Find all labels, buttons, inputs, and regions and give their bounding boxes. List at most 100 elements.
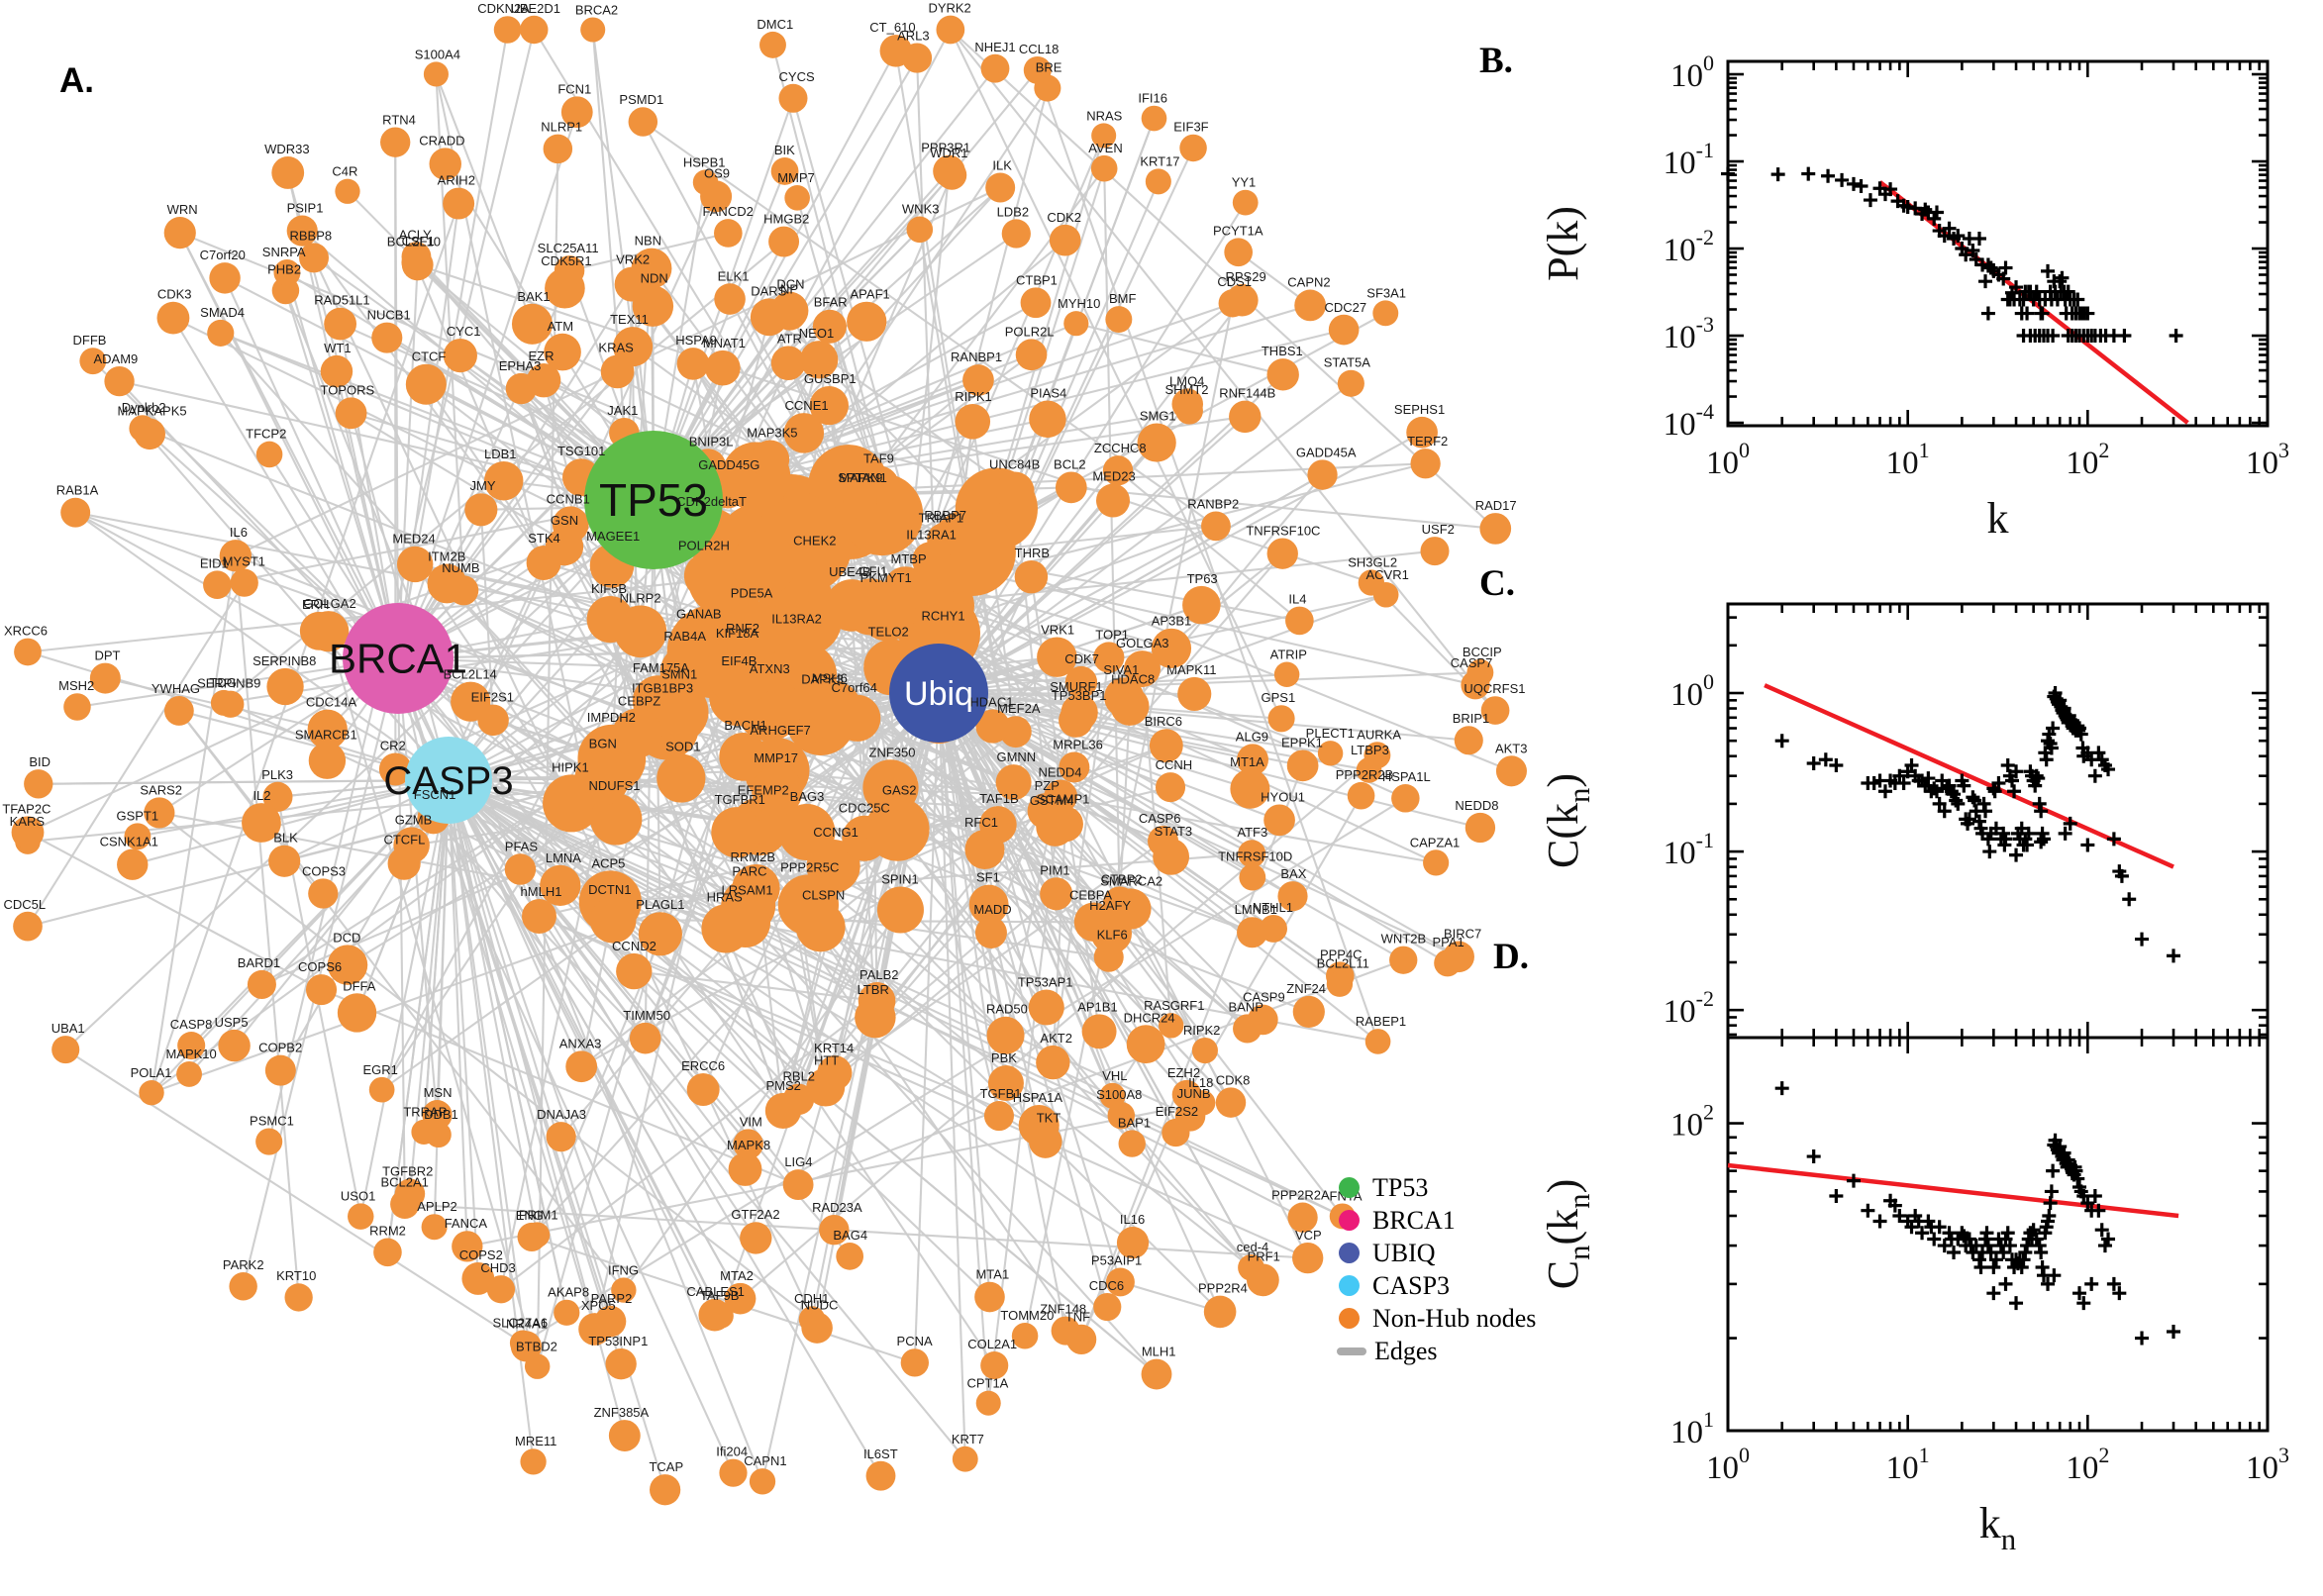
network-node-label: SHMT2	[1164, 382, 1208, 397]
network-node-label: DMC1	[757, 17, 793, 32]
network-node	[764, 1092, 801, 1130]
network-node-label: EZH2	[1167, 1065, 1200, 1080]
network-node-label: NLRP2	[620, 591, 661, 606]
network-node-label: RAB4A	[663, 629, 706, 644]
network-node	[616, 952, 653, 990]
network-node-label: TSG101	[557, 444, 605, 458]
network-node-label: PPP2R2B	[1336, 767, 1394, 782]
network-node	[676, 348, 710, 380]
network-node	[936, 15, 965, 45]
network-node-label: KRT10	[276, 1268, 316, 1283]
network-node	[1292, 1242, 1324, 1274]
network-node-label: MAPK11	[1166, 662, 1216, 677]
network-node-label: TCAP	[649, 1459, 683, 1474]
network-node-label: AKT3	[1495, 741, 1528, 755]
y-axis-label-d: Cn(kn)	[1539, 1179, 1596, 1289]
network-node	[520, 15, 549, 45]
network-node	[117, 848, 149, 880]
network-node	[1149, 729, 1183, 763]
network-node	[650, 1474, 681, 1506]
network-node-label: MED23	[1092, 469, 1135, 484]
network-node	[1175, 396, 1203, 425]
network-node-label: SMURF1	[1050, 679, 1102, 694]
network-node-label: hMLH1	[521, 884, 562, 899]
network-node-label: ATXN3	[750, 661, 790, 676]
network-node-label: FANCA	[445, 1216, 488, 1231]
network-edge	[447, 779, 568, 1314]
network-node	[782, 1169, 814, 1201]
network-node	[600, 354, 635, 389]
network-node	[1147, 825, 1179, 857]
network-edge	[559, 525, 1217, 887]
network-edge	[938, 692, 1264, 1021]
network-hub-labels: TP53 BRCA1 CASP3 Ubiq	[329, 474, 973, 803]
network-node	[320, 354, 354, 388]
network-node-label: PKMYT1	[860, 570, 912, 585]
network-node	[740, 1222, 772, 1254]
network-node-label: VRK2	[616, 252, 650, 267]
network-node-label: TGFB1	[980, 1086, 1022, 1101]
network-edge	[653, 170, 951, 501]
network-node	[986, 1016, 1025, 1054]
network-node-label: KIF5B	[591, 581, 627, 596]
network-node	[1226, 283, 1259, 317]
network-edge	[397, 657, 583, 1067]
network-node-label: POLR2L	[1005, 324, 1055, 339]
network-node	[1105, 1267, 1135, 1297]
network-node-label: FANCD2	[703, 204, 754, 219]
axis-tick-label: 10-1	[1664, 828, 1714, 871]
network-node-label: CDC5L	[3, 897, 46, 912]
network-node-label: IL13RA1	[906, 527, 957, 542]
network-node-label: GPS1	[1262, 690, 1296, 705]
network-node	[1059, 751, 1090, 783]
network-node-label: BIRC6	[1145, 714, 1182, 729]
network-node-label: PALB2	[859, 967, 899, 982]
network-node-label: CDK5R1	[541, 253, 591, 268]
network-node-label: BMF	[1109, 291, 1137, 306]
network-node-label: CEBPZ	[618, 693, 660, 708]
legend-item-label: BRCA1	[1372, 1205, 1456, 1235]
network-node-label: UNC84B	[989, 457, 1040, 472]
network-node-label: PARP2	[591, 1291, 633, 1306]
network-node-label: USP5	[215, 1015, 249, 1030]
network-node-label: RANBP2	[1187, 496, 1239, 511]
axis-tick-label: 103	[2246, 1443, 2289, 1486]
network-node-label: LDB2	[997, 204, 1030, 219]
network-node-label: AKT2	[1040, 1031, 1072, 1046]
network-node-label: GSPT1	[116, 808, 158, 823]
network-node	[104, 365, 135, 397]
network-edge	[653, 57, 918, 501]
network-node	[1464, 812, 1496, 844]
network-node-label: TEX11	[610, 312, 649, 327]
network-node-label: DDB1	[424, 1107, 458, 1122]
network-node-label: KRT14	[814, 1041, 854, 1055]
network-node-label: CYCS	[779, 69, 815, 84]
fit-line-c	[1764, 683, 2174, 869]
network-node	[1263, 804, 1295, 837]
network-node-label: HDAC8	[1111, 672, 1155, 687]
network-node-label: KLF6	[1097, 928, 1128, 943]
network-node	[865, 1460, 896, 1491]
network-node-label: BTBD2	[516, 1339, 557, 1353]
network-node-label: CDC14A	[306, 695, 357, 710]
x-axis-label-b: k	[1987, 494, 2009, 543]
network-edge	[950, 29, 1496, 712]
network-node	[1285, 606, 1314, 636]
network-node	[60, 497, 91, 528]
network-node	[578, 1313, 612, 1346]
legend-item: BRCA1	[1339, 1204, 1536, 1237]
network-node	[401, 249, 434, 281]
x-axis-label-d: kn	[1979, 1499, 2016, 1556]
network-node	[1203, 1295, 1237, 1329]
network-edge	[396, 203, 460, 659]
network-node-label: ANXA3	[559, 1036, 602, 1050]
axis-tick-label: 101	[1886, 1443, 1930, 1486]
network-edge	[739, 669, 1253, 1268]
network-node	[262, 781, 293, 812]
network-node	[1364, 1029, 1391, 1054]
axis-tick-label: 101	[1886, 438, 1930, 481]
network-edge	[938, 299, 1244, 694]
network-node-label: LMNB1	[1235, 902, 1277, 917]
network-node-label: SMG1	[1140, 408, 1176, 423]
network-node	[855, 996, 896, 1039]
